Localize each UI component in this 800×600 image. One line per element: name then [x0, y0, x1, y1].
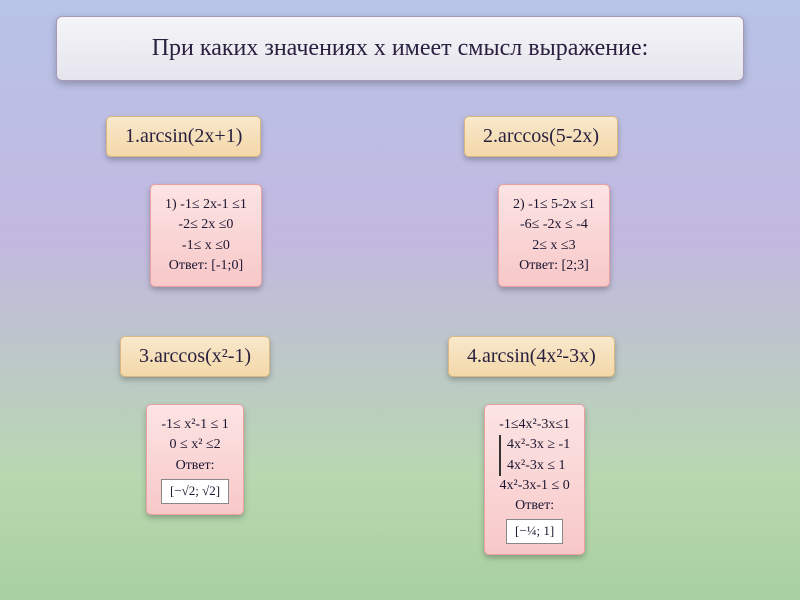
solution-line: -1≤ x²-1 ≤ 1 — [161, 415, 229, 435]
solution-line: -1≤4x²-3x≤1 — [499, 415, 570, 435]
solution-line: Ответ: — [161, 456, 229, 476]
solution-line: Ответ: [2;3] — [513, 256, 595, 276]
solution-line: Ответ: — [499, 496, 570, 516]
slide-title: При каких значениях x имеет смысл выраже… — [56, 16, 744, 81]
solution-line: -1≤ x ≤0 — [165, 236, 247, 256]
solution-line: 1) -1≤ 2x-1 ≤1 — [165, 195, 247, 215]
boxed-answer: [−√2; √2] — [161, 479, 229, 504]
solution-4: -1≤4x²-3x≤1 4x²-3x ≥ -1 4x²-3x ≤ 1 4x²-3… — [484, 404, 585, 555]
solution-2: 2) -1≤ 5-2x ≤1 -6≤ -2x ≤ -4 2≤ x ≤3 Отве… — [498, 184, 610, 287]
solution-line: -6≤ -2x ≤ -4 — [513, 215, 595, 235]
solution-line: Ответ: [-1;0] — [165, 256, 247, 276]
problem-2: 2.arccos(5-2x) — [464, 116, 618, 157]
solution-line: 2≤ x ≤3 — [513, 236, 595, 256]
solution-line: 4x²-3x ≥ -1 — [507, 435, 570, 455]
solution-line: 2) -1≤ 5-2x ≤1 — [513, 195, 595, 215]
problem-3: 3.arccos(x²-1) — [120, 336, 270, 377]
solution-line: 4x²-3x-1 ≤ 0 — [499, 476, 570, 496]
boxed-answer: [−¼; 1] — [506, 519, 563, 544]
solution-bracket: 4x²-3x ≥ -1 4x²-3x ≤ 1 — [499, 435, 570, 476]
solution-3: -1≤ x²-1 ≤ 1 0 ≤ x² ≤2 Ответ: [−√2; √2] — [146, 404, 244, 515]
solution-line: 4x²-3x ≤ 1 — [507, 456, 570, 476]
solution-line: 0 ≤ x² ≤2 — [161, 435, 229, 455]
solution-1: 1) -1≤ 2x-1 ≤1 -2≤ 2x ≤0 -1≤ x ≤0 Ответ:… — [150, 184, 262, 287]
solution-line: -2≤ 2x ≤0 — [165, 215, 247, 235]
problem-4: 4.arcsin(4x²-3x) — [448, 336, 615, 377]
problem-1: 1.arcsin(2x+1) — [106, 116, 261, 157]
